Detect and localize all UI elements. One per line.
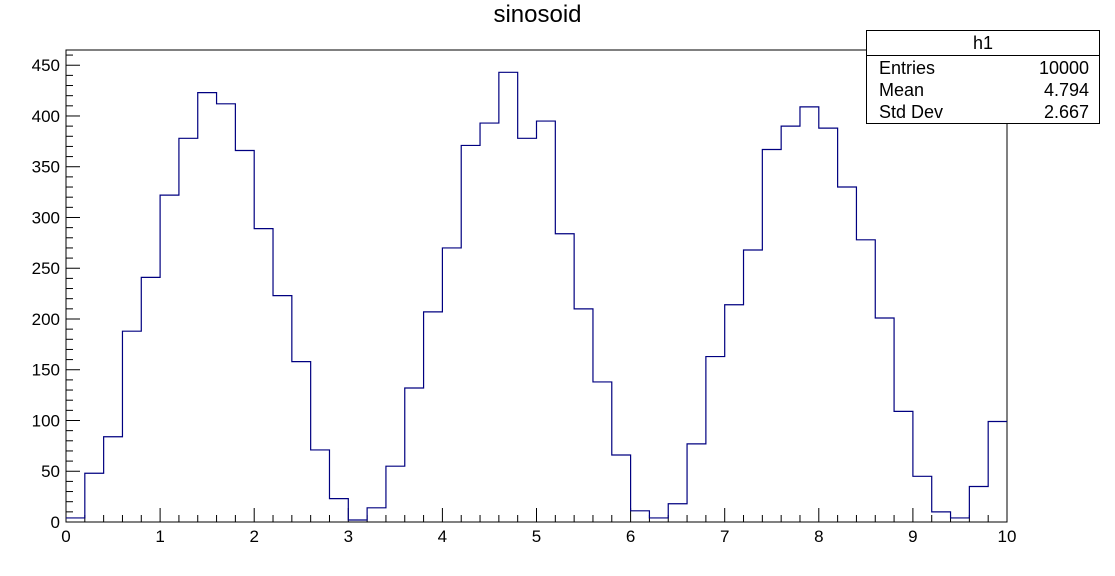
stats-stddev-label: Std Dev — [879, 102, 944, 122]
y-tick-label: 400 — [32, 107, 60, 126]
y-tick-label: 350 — [32, 158, 60, 177]
y-tick-label: 200 — [32, 310, 60, 329]
stats-entries-label: Entries — [879, 58, 936, 78]
chart-title: sinosoid — [493, 1, 582, 28]
y-tick-label: 100 — [32, 411, 60, 430]
stats-mean-value: 4.794 — [1043, 80, 1089, 100]
histogram-series-line — [66, 71, 1007, 521]
stats-stddev-value: 2.667 — [1043, 102, 1089, 122]
x-tick-label: 9 — [908, 527, 917, 546]
x-tick-label: 4 — [438, 527, 447, 546]
stats-row-mean: Mean 4.794 — [867, 78, 1099, 100]
x-tick-label: 10 — [998, 527, 1017, 546]
x-tick-label: 0 — [61, 527, 70, 546]
x-tick-label: 5 — [532, 527, 541, 546]
x-tick-label: 1 — [155, 527, 164, 546]
stats-mean-label: Mean — [879, 80, 925, 100]
y-tick-label: 0 — [51, 513, 60, 532]
x-tick-label: 8 — [814, 527, 823, 546]
y-tick-label: 450 — [32, 56, 60, 75]
y-axis: 0 50 100 150 200 250 300 350 400 450 — [32, 54, 80, 532]
x-axis: 0 1 2 3 4 5 6 7 8 9 10 — [61, 508, 1016, 546]
stats-entries-value: 10000 — [1038, 58, 1089, 78]
y-tick-label: 300 — [32, 208, 60, 227]
x-tick-label: 2 — [249, 527, 258, 546]
x-tick-label: 6 — [626, 527, 635, 546]
y-tick-label: 50 — [41, 462, 60, 481]
y-tick-label: 250 — [32, 259, 60, 278]
x-tick-label: 3 — [344, 527, 353, 546]
stats-row-stddev: Std Dev 2.667 — [867, 100, 1099, 122]
stats-box-title: h1 — [867, 31, 1099, 56]
stats-box: h1 Entries 10000 Mean 4.794 Std Dev 2.66… — [866, 30, 1100, 124]
y-tick-label: 150 — [32, 361, 60, 380]
x-tick-label: 7 — [720, 527, 729, 546]
stats-row-entries: Entries 10000 — [867, 56, 1099, 78]
